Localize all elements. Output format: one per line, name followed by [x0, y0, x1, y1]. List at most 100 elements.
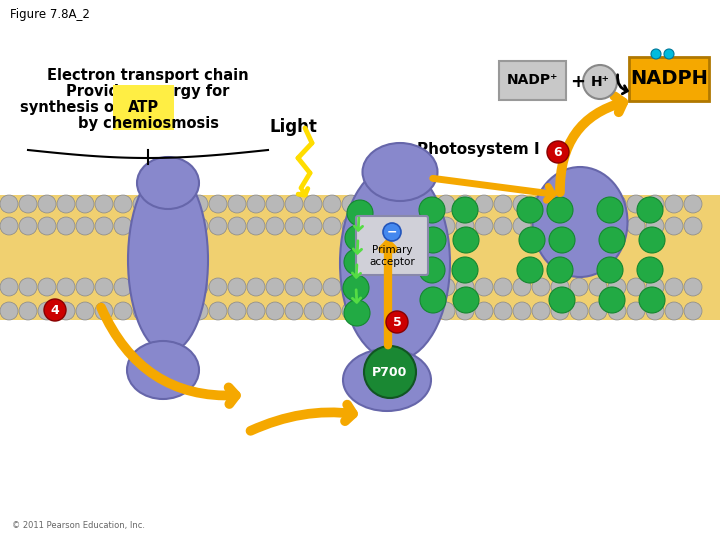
Circle shape	[342, 302, 360, 320]
Circle shape	[627, 217, 645, 235]
Circle shape	[361, 278, 379, 296]
Circle shape	[452, 257, 478, 283]
Circle shape	[494, 195, 512, 213]
Circle shape	[304, 195, 322, 213]
Bar	[0, 195, 720, 235]
Circle shape	[285, 217, 303, 235]
Circle shape	[323, 195, 341, 213]
Circle shape	[323, 302, 341, 320]
Circle shape	[589, 302, 607, 320]
Circle shape	[475, 302, 493, 320]
Text: Photosystem I: Photosystem I	[417, 142, 539, 157]
Circle shape	[627, 302, 645, 320]
Circle shape	[0, 278, 18, 296]
Circle shape	[399, 195, 417, 213]
Circle shape	[266, 217, 284, 235]
Circle shape	[380, 302, 398, 320]
Circle shape	[583, 65, 617, 99]
Circle shape	[345, 225, 371, 251]
Circle shape	[323, 278, 341, 296]
Circle shape	[76, 195, 94, 213]
Text: +: +	[570, 73, 585, 91]
Circle shape	[285, 278, 303, 296]
Circle shape	[361, 217, 379, 235]
Circle shape	[304, 217, 322, 235]
Circle shape	[361, 302, 379, 320]
Circle shape	[517, 197, 543, 223]
Ellipse shape	[128, 167, 208, 353]
Text: ATP: ATP	[128, 100, 159, 115]
Ellipse shape	[127, 341, 199, 399]
Circle shape	[547, 257, 573, 283]
Circle shape	[551, 217, 569, 235]
Circle shape	[665, 195, 683, 213]
Circle shape	[133, 278, 151, 296]
Circle shape	[361, 195, 379, 213]
Circle shape	[437, 278, 455, 296]
Circle shape	[114, 217, 132, 235]
Circle shape	[342, 195, 360, 213]
Circle shape	[285, 302, 303, 320]
Circle shape	[437, 302, 455, 320]
Circle shape	[665, 278, 683, 296]
Circle shape	[547, 197, 573, 223]
Circle shape	[551, 302, 569, 320]
Circle shape	[570, 195, 588, 213]
Circle shape	[637, 197, 663, 223]
Circle shape	[57, 278, 75, 296]
Circle shape	[549, 287, 575, 313]
Circle shape	[549, 227, 575, 253]
Circle shape	[646, 195, 664, 213]
Circle shape	[453, 287, 479, 313]
Circle shape	[228, 195, 246, 213]
Circle shape	[437, 195, 455, 213]
Circle shape	[19, 302, 37, 320]
Circle shape	[551, 278, 569, 296]
Circle shape	[494, 217, 512, 235]
Circle shape	[152, 217, 170, 235]
Circle shape	[475, 217, 493, 235]
Circle shape	[684, 195, 702, 213]
Circle shape	[420, 227, 446, 253]
Circle shape	[637, 257, 663, 283]
Circle shape	[76, 278, 94, 296]
Circle shape	[190, 195, 208, 213]
Circle shape	[342, 217, 360, 235]
Circle shape	[344, 249, 370, 275]
Circle shape	[386, 311, 408, 333]
Circle shape	[44, 299, 66, 321]
Circle shape	[171, 278, 189, 296]
FancyBboxPatch shape	[499, 61, 566, 100]
Circle shape	[651, 49, 661, 59]
Circle shape	[513, 195, 531, 213]
Circle shape	[266, 302, 284, 320]
Circle shape	[646, 217, 664, 235]
Circle shape	[380, 195, 398, 213]
Circle shape	[38, 217, 56, 235]
Text: −: −	[387, 226, 397, 239]
Circle shape	[532, 302, 550, 320]
Circle shape	[475, 195, 493, 213]
Circle shape	[627, 278, 645, 296]
Circle shape	[532, 195, 550, 213]
Circle shape	[304, 278, 322, 296]
Circle shape	[608, 217, 626, 235]
Circle shape	[228, 217, 246, 235]
Circle shape	[437, 217, 455, 235]
Circle shape	[343, 275, 369, 301]
Circle shape	[19, 217, 37, 235]
Text: Electron transport chain: Electron transport chain	[48, 68, 249, 83]
Circle shape	[152, 302, 170, 320]
Text: 4: 4	[50, 303, 59, 316]
Circle shape	[494, 302, 512, 320]
Circle shape	[342, 278, 360, 296]
Circle shape	[19, 278, 37, 296]
Circle shape	[95, 195, 113, 213]
Circle shape	[532, 217, 550, 235]
Text: Provides energy for: Provides energy for	[66, 84, 230, 99]
Text: NADPH: NADPH	[630, 70, 708, 89]
Circle shape	[646, 278, 664, 296]
Ellipse shape	[362, 143, 438, 201]
Bar	[0, 278, 720, 320]
Circle shape	[95, 278, 113, 296]
